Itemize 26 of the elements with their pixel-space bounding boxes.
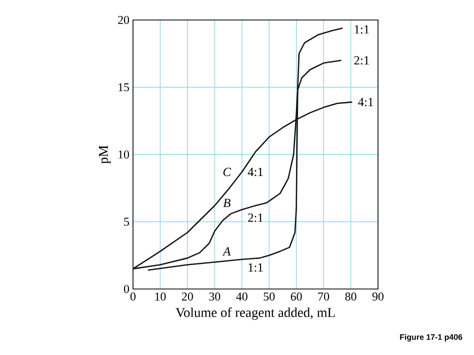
x-axis-title: Volume of reagent added, mL	[176, 307, 335, 320]
annotation: 2:1	[354, 56, 369, 65]
y-tick-label: 15	[118, 83, 130, 92]
annotation: C	[223, 168, 232, 176]
annotation: B	[223, 198, 230, 208]
x-tick-label: 30	[209, 292, 220, 301]
x-tick-label: 0	[130, 292, 136, 301]
x-tick-label: 40	[236, 292, 248, 301]
annotation: 4:1	[248, 168, 263, 176]
y-tick-label: 5	[124, 218, 130, 226]
annotation: 1:1	[248, 263, 263, 272]
x-tick-label: 90	[372, 292, 384, 301]
annotation: 2:1	[248, 214, 263, 222]
y-axis-title: pM	[99, 146, 111, 164]
x-tick-label: 50	[264, 292, 275, 301]
x-tick-label: 70	[318, 292, 330, 301]
annotation: 1:1	[354, 25, 369, 34]
y-tick-label: 20	[118, 16, 130, 24]
y-tick-label: 0	[124, 284, 130, 294]
annotation: A	[222, 247, 231, 256]
y-tick-label: 10	[118, 150, 130, 159]
x-tick-label: 80	[345, 292, 356, 301]
x-tick-label: 20	[182, 292, 193, 301]
annotation: 4:1	[358, 98, 373, 106]
x-tick-label: 10	[155, 292, 166, 301]
x-tick-label: 60	[290, 292, 302, 301]
